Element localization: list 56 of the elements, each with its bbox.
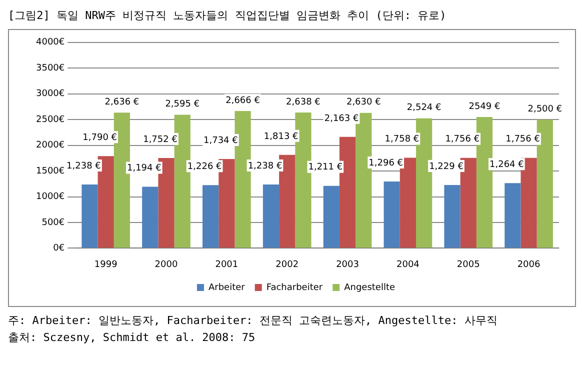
data-label: 1,756 € xyxy=(445,134,480,145)
x-tick-label: 2001 xyxy=(215,260,238,270)
data-label: 1,238 € xyxy=(66,161,102,172)
text: 주: Arbeiter: 일반노동자, Facharbeiter: 전문직 고숙련노동자, Angestellte: 사무직 xyxy=(8,313,498,328)
y-tick-label: 3000€ xyxy=(36,89,65,100)
bar xyxy=(202,185,219,248)
data-label: 1,194 € xyxy=(126,164,162,174)
y-tick-label: 2000€ xyxy=(36,140,65,151)
y-tick-label: 4000€ xyxy=(36,38,65,48)
data-label: 2,636 € xyxy=(104,97,140,108)
data-label: 1,211 € xyxy=(308,162,343,173)
legend-label: Angestellte xyxy=(344,282,396,293)
y-tick-label: 2500€ xyxy=(36,114,65,125)
bar xyxy=(384,182,400,248)
x-tick-label: 2002 xyxy=(276,260,299,270)
bar xyxy=(444,184,460,248)
data-label: 2,630 € xyxy=(346,98,382,108)
y-tick-label: 0€ xyxy=(53,244,65,254)
x-tick-label: 2003 xyxy=(336,260,359,270)
data-label: 2,638 € xyxy=(286,97,321,108)
data-label: 1,813 € xyxy=(264,132,299,142)
y-tick-label: 1500€ xyxy=(36,166,65,176)
data-label: 1,790 € xyxy=(82,132,118,143)
bar xyxy=(339,136,356,248)
bar xyxy=(262,184,280,248)
bar xyxy=(142,186,158,248)
chart-title: [그림2] 독일 NRW주 비정규직 노동자들의 직업집단별 임금변화 추이 (단위: 유로) xyxy=(8,8,448,23)
data-label: 1,756 € xyxy=(506,134,540,145)
data-label: 1,296 € xyxy=(368,158,404,168)
bar xyxy=(82,184,98,248)
x-tick-label: 1999 xyxy=(94,260,118,270)
x-tick-label: 2004 xyxy=(396,260,420,270)
y-tick-label: 3500€ xyxy=(36,63,65,74)
data-label: 2,595 € xyxy=(165,100,200,110)
data-label: 2,666 € xyxy=(226,96,260,106)
data-label: 2,524 € xyxy=(406,103,442,114)
data-label: 1,758 € xyxy=(384,134,420,145)
data-label: 1,229 € xyxy=(429,162,464,172)
data-label: 1,238 € xyxy=(248,161,282,172)
data-label: 2,500 € xyxy=(528,104,562,114)
data-label: 2,163 € xyxy=(324,114,359,124)
data-label: 1,752 € xyxy=(143,134,178,145)
y-tick-label: 1000€ xyxy=(36,192,65,202)
legend-label: Facharbeiter xyxy=(266,282,323,293)
bar xyxy=(323,186,340,248)
data-label: 1,226 € xyxy=(187,162,222,172)
x-tick-label: 2006 xyxy=(517,260,541,270)
x-tick-label: 2000 xyxy=(154,260,178,270)
data-label: 1,264 € xyxy=(489,160,524,170)
bar xyxy=(504,183,521,248)
legend-label: Arbeiter xyxy=(208,282,246,293)
x-tick-label: 2005 xyxy=(456,260,480,270)
data-label: 1,734 € xyxy=(204,136,238,146)
y-tick-label: 500€ xyxy=(42,218,65,228)
source-note: 출처: Sczesny, Schmidt et al. 2008: 75 xyxy=(8,330,256,345)
data-label: 2549 € xyxy=(468,102,500,112)
